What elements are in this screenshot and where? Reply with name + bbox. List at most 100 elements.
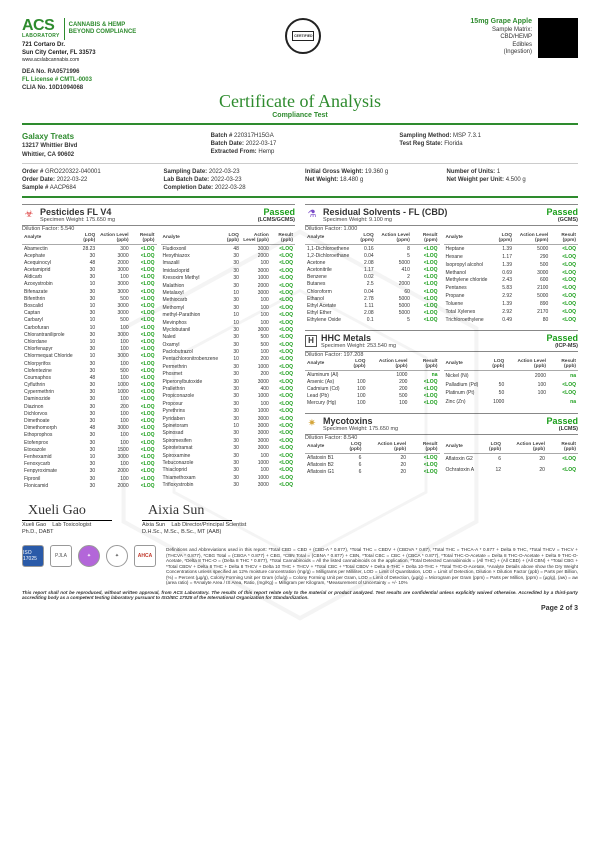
- table-row: Methanol0.693000<LOQ: [444, 269, 579, 277]
- table-row: Bifenthrin30500<LOQ: [22, 295, 157, 302]
- table-row: Aflatoxin B1620<LOQ: [305, 453, 440, 461]
- table-row: Total Xylenes2.922170<LOQ: [444, 308, 579, 316]
- table-row: Aflatoxin G1620<LOQ: [305, 468, 440, 475]
- footer-row: ISO 17025 PJLA ✦ ✦ AHCA Definitions and …: [22, 541, 578, 586]
- table-row: Cadmium (Cd)100200<LOQ: [305, 385, 440, 392]
- table-row: Kresoxim Methyl301000<LOQ: [161, 274, 296, 281]
- table-row: Trifloxystrobin303000<LOQ: [161, 481, 296, 489]
- table-row: Ethoprophos30100<LOQ: [22, 432, 157, 439]
- table-row: Pentanes5.832100<LOQ: [444, 284, 579, 292]
- badge-3: ✦: [78, 545, 100, 567]
- table-row: Dimethoate30100<LOQ: [22, 417, 157, 424]
- table-row: Carbofuran10100<LOQ: [22, 324, 157, 331]
- table-row: Spinetoram103000<LOQ: [161, 422, 296, 429]
- table-row: Spiroxamine30100<LOQ: [161, 452, 296, 459]
- sample-meta: 15mg Grape Apple Sample Matrix: CBD/HEMP…: [470, 18, 532, 57]
- table-row: Carbaryl10500<LOQ: [22, 317, 157, 324]
- client-batch-row: Galaxy Treats 13217 Whittier Blvd Whitti…: [22, 128, 578, 164]
- sampling-col: Sampling Method: MSP 7.3.1 Test Reg Stat…: [399, 132, 578, 159]
- table-row: Thiamethoxam301000<LOQ: [161, 474, 296, 481]
- table-row: Aflatoxin G2620<LOQ: [444, 453, 579, 464]
- table-row: Diazinon30200<LOQ: [22, 403, 157, 410]
- flask-icon: ⚗: [305, 208, 319, 222]
- table-row: Benzene0.022<LOQ: [305, 274, 440, 281]
- definitions-fineprint: Definitions and Abbreviations used in th…: [166, 547, 578, 586]
- table-row: Chlorantraniliprole303000<LOQ: [22, 331, 157, 338]
- table-row: Acequinocyl482000<LOQ: [22, 259, 157, 266]
- table-row: Chloroform0.0460<LOQ: [305, 288, 440, 295]
- table-row: Spirotetramat303000<LOQ: [161, 444, 296, 451]
- certified-seal-icon: CERTIFIED: [285, 18, 321, 54]
- badge-4: ✦: [106, 545, 128, 567]
- table-row: Cyfluthrin301000<LOQ: [22, 381, 157, 388]
- table-row: Chlordane10100<LOQ: [22, 338, 157, 345]
- table-row: Malathion302000<LOQ: [161, 282, 296, 289]
- table-row: Paclobutrazol30100<LOQ: [161, 348, 296, 355]
- signatures: Xueli Gao Xueli Gao Lab Toxicologist Ph.…: [22, 503, 578, 535]
- page-number: Page 2 of 3: [22, 605, 578, 612]
- batch-col: Batch # 220317H15GA Batch Date: 2022-03-…: [211, 132, 390, 159]
- table-row: Flonicamid302000<LOQ: [22, 482, 157, 489]
- table-row: Imidacloprid303000<LOQ: [161, 267, 296, 274]
- table-row: Etofenprox30100<LOQ: [22, 439, 157, 446]
- table-row: Spinosad303000<LOQ: [161, 430, 296, 437]
- table-row: Imazalil30100<LOQ: [161, 260, 296, 267]
- table-row: Clofentezine30500<LOQ: [22, 367, 157, 374]
- table-row: Permethrin301000<LOQ: [161, 363, 296, 370]
- coa-page: ACS LABORATORY CANNABIS & HEMP BEYOND CO…: [0, 0, 600, 849]
- acs-logo-sub: LABORATORY: [22, 33, 60, 39]
- table-row: Fenpyroximate302000<LOQ: [22, 468, 157, 475]
- table-row: Ethanol2.785000<LOQ: [305, 295, 440, 302]
- table-row: Pyridaben303000<LOQ: [161, 415, 296, 422]
- table-row: Chlormequat Chloride103000<LOQ: [22, 353, 157, 360]
- table-row: Ethyl Acetate1.115000<LOQ: [305, 302, 440, 309]
- table-row: Isopropyl alcohol1.39500<LOQ: [444, 261, 579, 269]
- table-row: Lead (Pb)100500<LOQ: [305, 393, 440, 400]
- pesticides-table: AnalyteLOQ (ppb)Action Level (ppb)Result…: [22, 232, 295, 489]
- table-row: Dimethomorph483000<LOQ: [22, 425, 157, 432]
- green-rule: [22, 123, 578, 125]
- header-right: 15mg Grape Apple Sample Matrix: CBD/HEMP…: [470, 18, 578, 58]
- disclaimer: This report shall not be reproduced, wit…: [22, 590, 578, 601]
- table-row: Nickel (Ni)2000na: [444, 370, 579, 380]
- qr-code: [538, 18, 578, 58]
- coa-title: Certificate of Analysis: [22, 91, 578, 112]
- license-block: DEA No. RA0571996 FL License # CMTL-0003…: [22, 69, 578, 92]
- myco-table: AnalyteLOQ (ppb)Action Level (ppb)Result…: [305, 441, 578, 476]
- table-row: Chlorpyrifos30100<LOQ: [22, 360, 157, 367]
- signature-1: Xueli Gao Xueli Gao Lab Toxicologist Ph.…: [22, 503, 112, 535]
- table-row: Ethylene Oxide0.15<LOQ: [305, 317, 440, 324]
- table-row: Pyrethrins301000<LOQ: [161, 408, 296, 415]
- table-row: Fenoxycarb30100<LOQ: [22, 461, 157, 468]
- table-row: Methomyl30100<LOQ: [161, 304, 296, 311]
- table-row: Hexythiazox302000<LOQ: [161, 252, 296, 259]
- table-row: Fipronil30100<LOQ: [22, 475, 157, 482]
- table-row: Cypermethrin301000<LOQ: [22, 389, 157, 396]
- panel-pesticides: ☣ Pesticides FL V4 Specimen Weight: 175.…: [22, 204, 295, 489]
- table-row: Coumaphos48100<LOQ: [22, 374, 157, 381]
- right-column: ⚗ Residual Solvents - FL (CBD) Specimen …: [305, 204, 578, 489]
- table-row: Acetonitrile1.17410<LOQ: [305, 266, 440, 273]
- table-row: Aflatoxin B2620<LOQ: [305, 461, 440, 468]
- table-row: Chlorfenapyr30100<LOQ: [22, 346, 157, 353]
- table-row: Trichloroethylene0.4980<LOQ: [444, 316, 579, 324]
- table-row: Ethyl Ether2.085000<LOQ: [305, 310, 440, 317]
- acs-logo: ACS: [22, 19, 60, 33]
- table-row: Acetamiprid303000<LOQ: [22, 266, 157, 273]
- table-row: Etoxazole301500<LOQ: [22, 446, 157, 453]
- accreditation-badges: ISO 17025 PJLA ✦ ✦ AHCA: [22, 545, 156, 567]
- signature-2: Aixia Sun Aixia Sun Lab Director/Princip…: [142, 503, 246, 535]
- table-row: Hexane1.17290<LOQ: [444, 253, 579, 261]
- coa-subtitle: Compliance Test: [22, 112, 578, 119]
- table-row: Daminozide30100<LOQ: [22, 396, 157, 403]
- table-row: 1,2-Dichloroethane0.045<LOQ: [305, 252, 440, 259]
- table-row: Phosmet30200<LOQ: [161, 371, 296, 378]
- table-row: Aldicarb30100<LOQ: [22, 274, 157, 281]
- table-row: Fludioxonil483000<LOQ: [161, 244, 296, 252]
- table-row: Butanes2.52000<LOQ: [305, 281, 440, 288]
- table-row: Naled30500<LOQ: [161, 334, 296, 341]
- table-row: Palladium (Pd)50100<LOQ: [444, 380, 579, 389]
- badge-pjla: PJLA: [50, 545, 72, 567]
- spore-icon: ✷: [305, 417, 319, 431]
- table-row: Azoxystrobin103000<LOQ: [22, 281, 157, 288]
